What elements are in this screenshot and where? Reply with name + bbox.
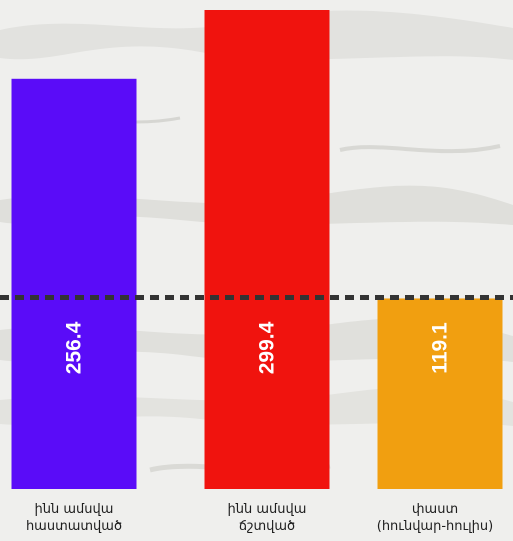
category-label-3: փաստ (հունվար-հուլիս) <box>360 501 510 535</box>
category-label-line: (հունվար-հուլիս) <box>376 519 494 534</box>
bar-2 <box>204 10 330 489</box>
category-label-line: փաստ <box>411 502 459 517</box>
category-label-line: ինն ամսվա <box>34 502 114 517</box>
bar-value-label-2: 299.4 <box>256 321 279 374</box>
category-label-line: ճշտված <box>238 519 296 534</box>
bar-1 <box>11 78 137 490</box>
category-label-2: ինն ամսվա ճշտված <box>192 501 342 535</box>
bar-value-label-3: 119.1 <box>429 322 452 374</box>
bar-3 <box>377 298 503 489</box>
bar-value-label-1: 256.4 <box>63 321 86 374</box>
category-label-line: ինն ամսվա <box>227 502 307 517</box>
category-label-1: ինն ամսվա հաստատված <box>0 501 149 535</box>
category-label-line: հաստատված <box>25 519 123 534</box>
